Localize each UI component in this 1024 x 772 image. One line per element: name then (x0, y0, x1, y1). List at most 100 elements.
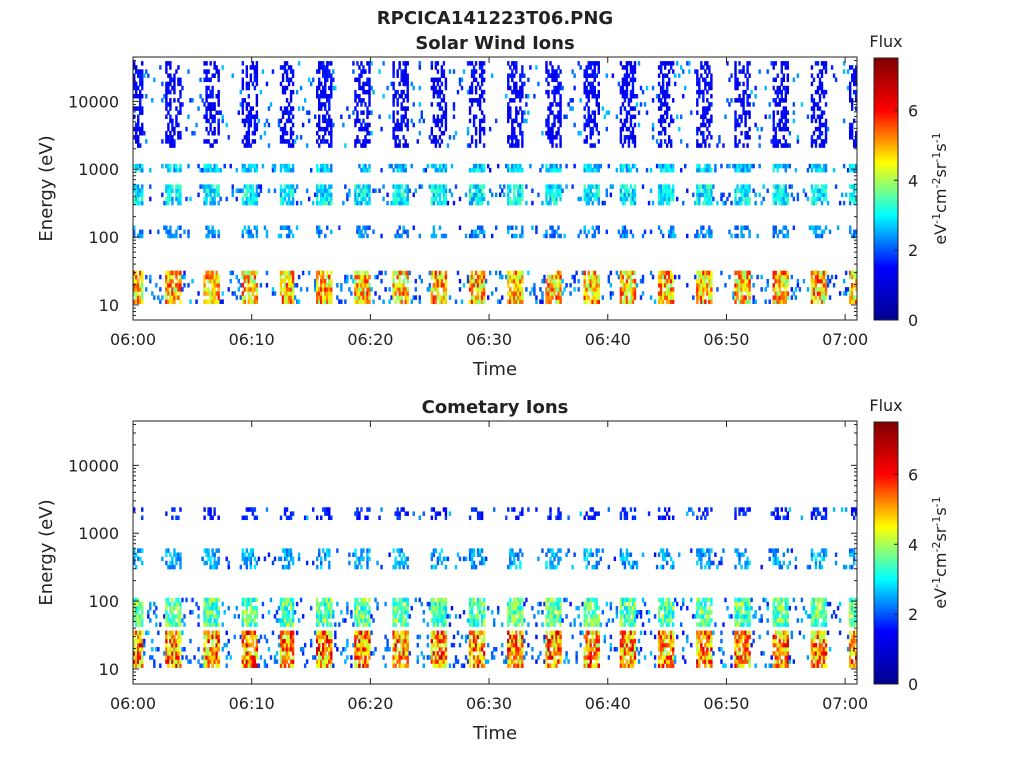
heatmap-cell (787, 201, 789, 206)
heatmap-cell (652, 275, 654, 280)
x-tick-label: 06:40 (585, 330, 631, 349)
heatmap-cell (400, 234, 402, 239)
heatmap-cell (789, 143, 791, 148)
heatmap-cell (632, 234, 634, 239)
heatmap-cell (405, 168, 407, 173)
heatmap-cell (821, 69, 823, 74)
heatmap-cell (272, 287, 274, 292)
heatmap-cell (781, 65, 783, 70)
heatmap-cell (392, 86, 394, 91)
heatmap-cell (407, 299, 409, 304)
heatmap-cell (553, 279, 555, 284)
heatmap-cell (710, 291, 712, 296)
heatmap-cell (179, 225, 181, 230)
heatmap-cell (670, 115, 672, 120)
heatmap-cell (618, 82, 620, 87)
heatmap-cell (411, 164, 413, 169)
heatmap-cell (734, 115, 736, 120)
heatmap-cell (628, 139, 630, 144)
heatmap-cell (634, 115, 636, 120)
heatmap-cell (781, 230, 783, 235)
heatmap-cell (400, 102, 402, 107)
heatmap-cell (708, 131, 710, 136)
heatmap-cell (254, 131, 256, 136)
heatmap-cell (274, 164, 276, 169)
heatmap-cell (616, 115, 618, 120)
heatmap-cell (660, 279, 662, 284)
heatmap-cell (825, 291, 827, 296)
heatmap-cell (664, 139, 666, 144)
heatmap-cell (777, 110, 779, 115)
heatmap-cell (330, 135, 332, 140)
heatmap-cell (368, 189, 370, 194)
x-tick-label: 06:10 (229, 330, 275, 349)
heatmap-cell (819, 135, 821, 140)
heatmap-cell (652, 98, 654, 103)
heatmap-cell (594, 65, 596, 70)
heatmap-cell (503, 184, 505, 189)
heatmap-cell (710, 201, 712, 206)
heatmap-cell (236, 275, 238, 280)
heatmap-cell (211, 516, 213, 521)
heatmap-cell (821, 82, 823, 87)
heatmap-cell (324, 102, 326, 107)
heatmap-cell (286, 98, 288, 103)
heatmap-cell (668, 69, 670, 74)
heatmap-cell (843, 279, 845, 284)
heatmap-cell (286, 131, 288, 136)
heatmap-cell (280, 193, 282, 198)
heatmap-cell (499, 299, 501, 304)
heatmap-cell (710, 78, 712, 83)
heatmap-cell (851, 106, 853, 111)
heatmap-cell (513, 73, 515, 78)
heatmap-cell (328, 115, 330, 120)
heatmap-cell (740, 131, 742, 136)
heatmap-cell (419, 295, 421, 300)
heatmap-cell (616, 271, 618, 276)
heatmap-cell (525, 119, 527, 124)
heatmap-cell (211, 643, 213, 648)
heatmap-cell (764, 86, 766, 91)
heatmap-cell (521, 279, 523, 284)
heatmap-cell (479, 102, 481, 107)
heatmap-cell (413, 86, 415, 91)
heatmap-cell (207, 86, 209, 91)
heatmap-cell (445, 193, 447, 198)
heatmap-cell (340, 283, 342, 288)
heatmap-cell (835, 184, 837, 189)
heatmap-cell (579, 131, 581, 136)
heatmap-cell (708, 164, 710, 169)
heatmap-cell (634, 143, 636, 148)
heatmap-cell (710, 295, 712, 300)
heatmap-cell (734, 197, 736, 202)
heatmap-cell (825, 102, 827, 107)
heatmap-cell (702, 225, 704, 230)
heatmap-cell (586, 78, 588, 83)
heatmap-cell (598, 189, 600, 194)
heatmap-cell (217, 295, 219, 300)
heatmap-cell (644, 230, 646, 235)
heatmap-cell (728, 230, 730, 235)
heatmap-cell (660, 106, 662, 111)
heatmap-cell (610, 295, 612, 300)
heatmap-cell (509, 86, 511, 91)
heatmap-cell (368, 65, 370, 70)
y-tick-label: 10 (99, 296, 119, 315)
heatmap-cell (246, 69, 248, 74)
heatmap-cell (439, 225, 441, 230)
heatmap-cell (843, 69, 845, 74)
heatmap-cell (141, 295, 143, 300)
heatmap-cell (821, 234, 823, 239)
heatmap-cell (441, 119, 443, 124)
heatmap-cell (624, 98, 626, 103)
heatmap-cell (173, 565, 175, 570)
heatmap-cell (318, 234, 320, 239)
heatmap-cell (330, 131, 332, 136)
heatmap-cell (491, 234, 493, 239)
heatmap-cell (811, 65, 813, 70)
heatmap-cell (409, 189, 411, 194)
heatmap-cell (213, 115, 215, 120)
heatmap-cell (481, 201, 483, 206)
heatmap-cell (573, 123, 575, 128)
heatmap-cell (292, 201, 294, 206)
